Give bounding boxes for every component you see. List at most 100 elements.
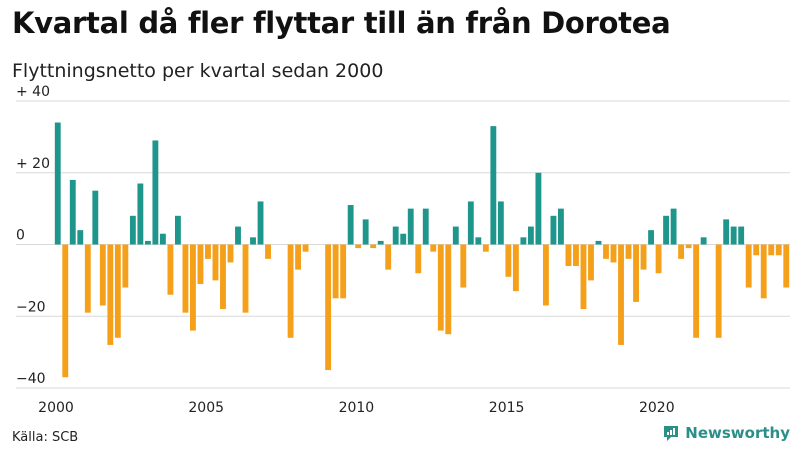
bar [678,244,685,259]
bar [174,215,181,245]
bar [497,201,504,245]
bar [542,244,549,306]
bar [129,215,136,245]
bar [768,244,775,256]
bar [685,244,692,249]
x-tick-labels: 2000 2005 2010 2015 2020 [38,400,674,416]
bar [745,244,752,288]
bar [558,208,564,245]
bar [430,244,437,252]
bar [92,190,99,245]
bar [693,244,700,338]
newsworthy-logo-icon [664,426,679,441]
bar [227,244,234,263]
bar [595,240,602,245]
x-tick-label: 2015 [489,400,525,416]
bar [415,244,422,274]
bar [760,244,767,299]
bar [302,244,309,252]
chart-subtitle: Flyttningsnetto per kvartal sedan 2000 [12,60,384,82]
bar [723,219,730,245]
bar [212,244,219,281]
bar [377,240,384,245]
bar [422,208,429,245]
bar [527,226,534,245]
chart-title: Kvartal då fler flyttar till än från Dor… [12,6,671,40]
bar [730,226,737,245]
bar [370,244,377,249]
bar [640,244,647,270]
y-tick-label: −20 [16,299,46,315]
bar [190,244,196,331]
bar [355,244,362,249]
bar [385,244,392,270]
bar [475,237,482,245]
bar [242,244,249,313]
bar [77,230,84,245]
grid-layer [16,100,790,389]
bar [235,226,241,245]
bar [144,240,151,245]
source-note: Källa: SCB [12,430,79,445]
bar [520,237,527,245]
bar [775,244,782,256]
bar [287,244,294,338]
bar [467,201,474,245]
bar [159,233,166,245]
bar [482,244,489,252]
y-tick-label: 0 [16,228,25,244]
bar [325,244,332,371]
bar [182,244,189,313]
y-tick-label: + 20 [16,156,50,172]
bar [460,244,467,288]
bar [54,122,61,245]
bar [137,183,144,245]
x-tick-label: 2020 [639,400,675,416]
bar [505,244,512,277]
bar [152,140,159,245]
bar [663,215,670,245]
bar [392,226,399,245]
bar [437,244,444,331]
bar [573,244,579,267]
bar [400,233,407,245]
y-tick-label: −40 [16,371,46,387]
bar [295,244,302,270]
bar [69,179,76,245]
bar [62,244,69,378]
bar [783,244,790,288]
bar [715,244,722,338]
bar [84,244,91,313]
bar [655,244,662,274]
bar [610,244,617,263]
bar [205,244,211,259]
bar [603,244,609,259]
bar [738,226,745,245]
x-tick-label: 2000 [38,400,74,416]
brand-logo[interactable]: Newsworthy [662,424,790,442]
bar [340,244,347,299]
bar [265,244,271,259]
bar [332,244,339,299]
bar [407,208,414,245]
bar [550,215,557,245]
bar [700,237,707,245]
bar [580,244,587,310]
bar [107,244,114,345]
bar [565,244,572,267]
bar [445,244,452,335]
bar [512,244,519,292]
bar [257,201,264,245]
bar [633,244,639,302]
bar [99,244,106,306]
bar [220,244,226,310]
x-tick-label: 2010 [339,400,375,416]
bar [114,244,121,338]
bar [588,244,594,281]
y-tick-labels: −40 −20 0 + 20 + 40 [16,84,50,387]
brand-name: Newsworthy [685,424,790,442]
bar [167,244,174,295]
bar-layer [54,122,790,378]
bar [122,244,129,288]
